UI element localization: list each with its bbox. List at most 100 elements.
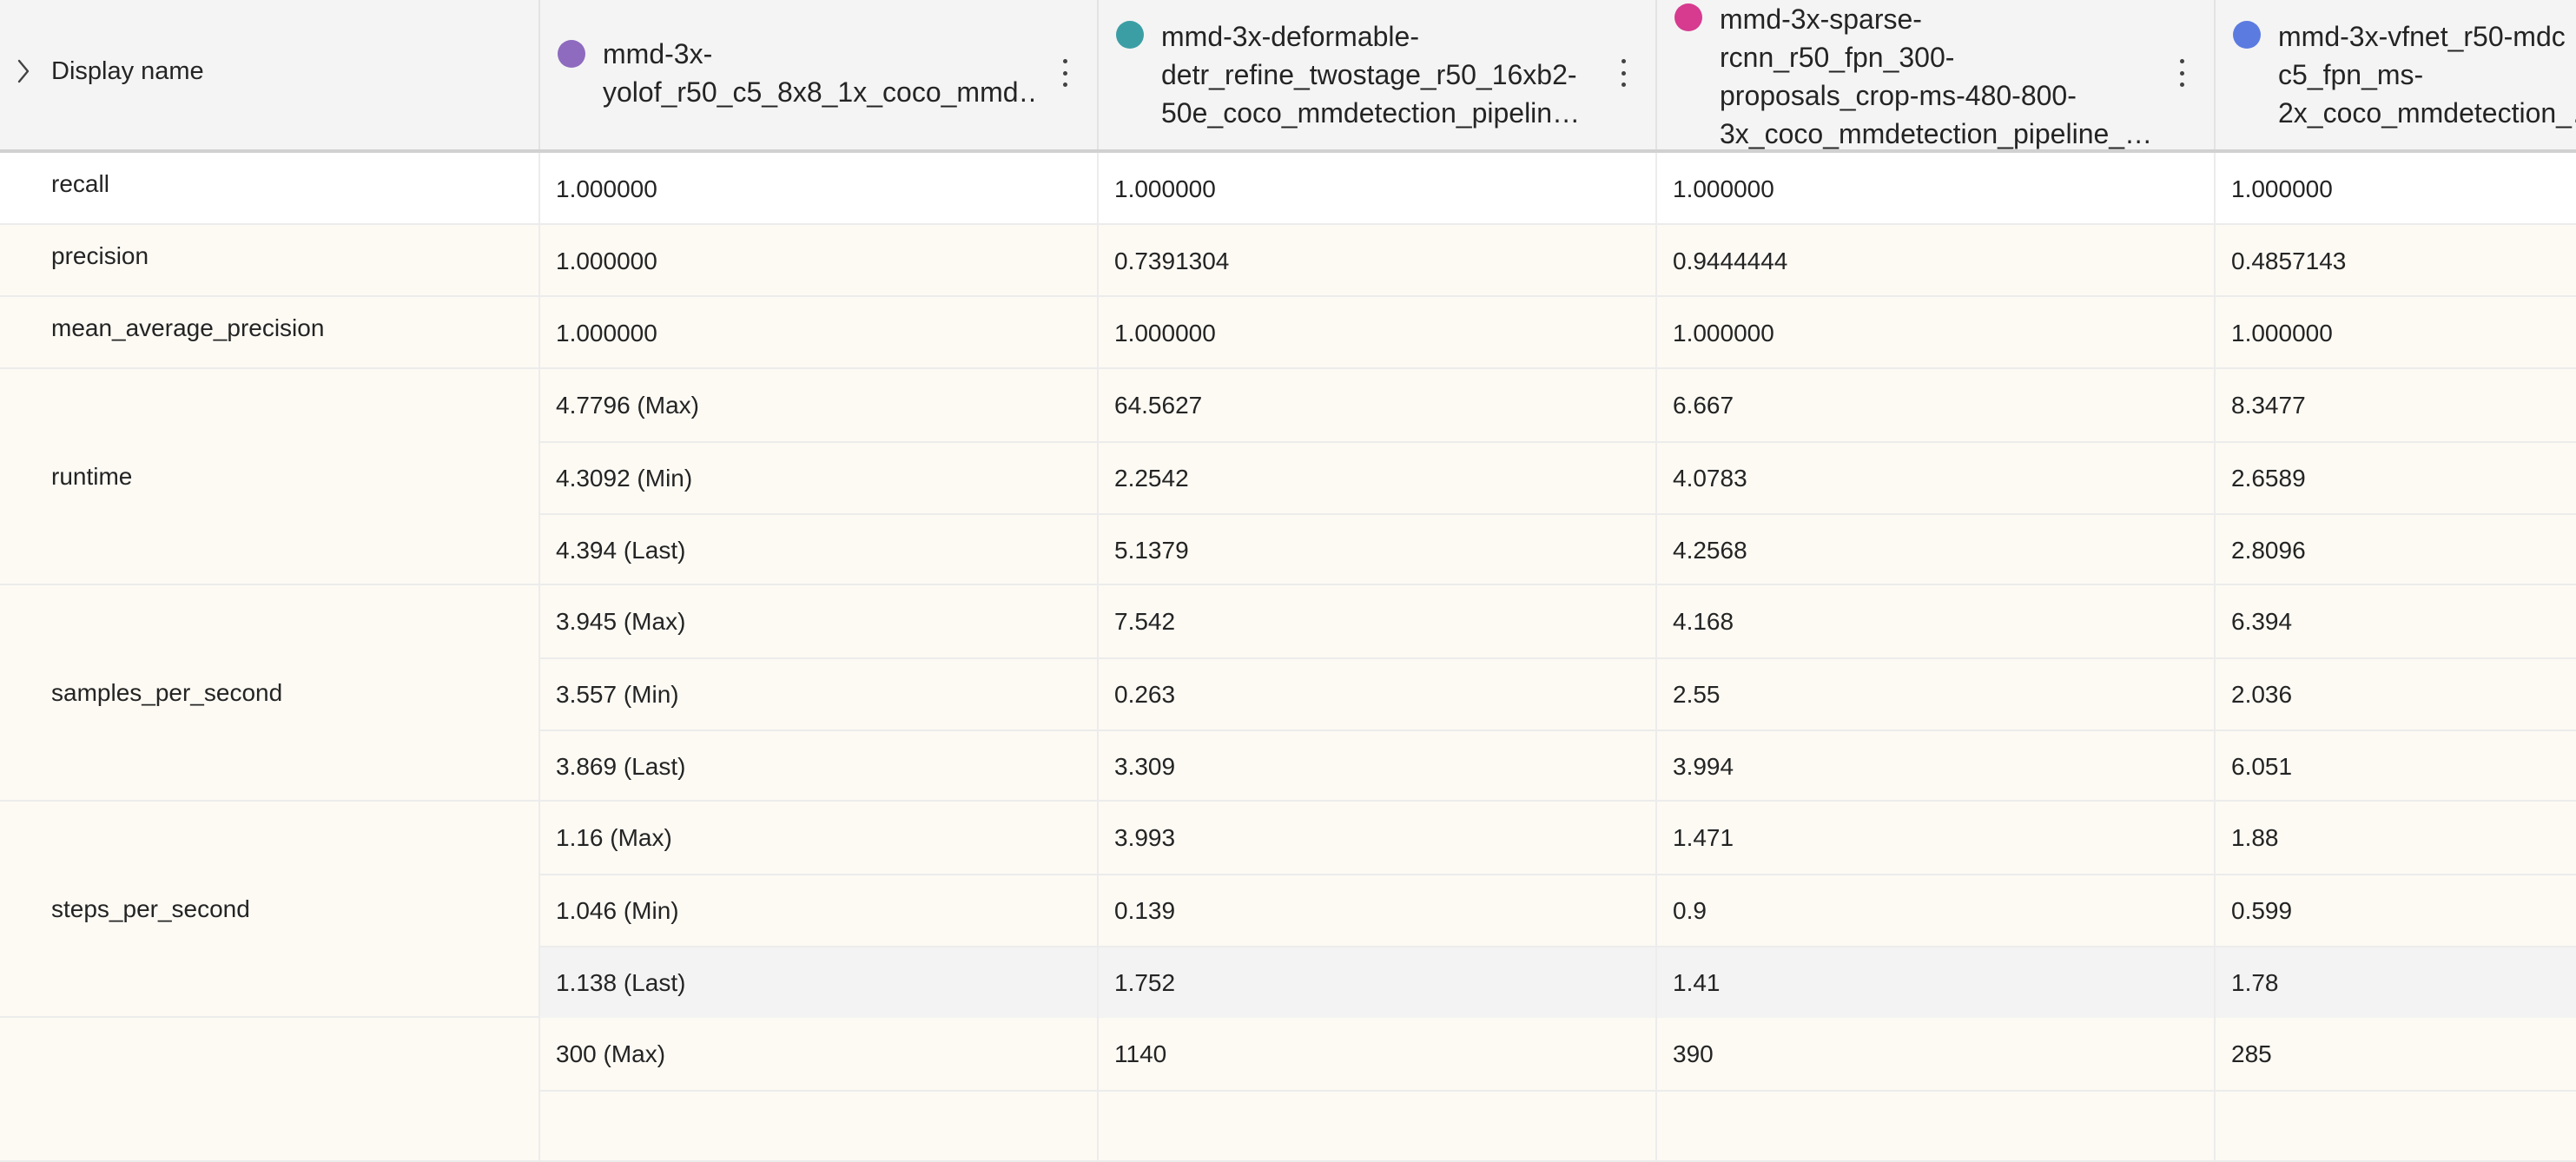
metric-value: 1.000000: [2214, 297, 2576, 369]
metric-value: 1.000000: [538, 297, 1097, 369]
run-color-dot: [1674, 3, 1702, 31]
metric-value: 1.000000: [1097, 297, 1655, 369]
metric-value: 4.0783: [1655, 443, 2214, 513]
column-header-sparse-rcnn[interactable]: mmd-3x-sparse- rcnn_r50_fpn_300- proposa…: [1655, 0, 2214, 149]
metric-value: 2.8096: [2214, 515, 2576, 585]
metric-value: 0.599: [2214, 875, 2576, 946]
metric-group: runtime 4.7796 (Max) 64.5627 6.667 8.3477 4.3…: [0, 369, 2576, 585]
column-header-yolof[interactable]: mmd-3x- yolof_r50_c5_8x8_1x_coco_mmd…: [538, 0, 1097, 149]
metric-value: 0.4857143: [2214, 225, 2576, 297]
metric-value: 5.1379: [1097, 515, 1655, 585]
metric-name: mean_average_precision: [51, 314, 325, 341]
table-row[interactable]: 3.557 (Min) 0.263 2.55 2.036: [538, 657, 2576, 730]
metric-value: 4.7796 (Max): [538, 369, 1097, 441]
metric-value: 1.138 (Last): [538, 947, 1097, 1018]
metric-value: 4.3092 (Min): [538, 443, 1097, 513]
metric-value: 285: [2214, 1018, 2576, 1090]
metric-value: 0.9444444: [1655, 225, 2214, 297]
metric-value: [538, 1092, 1097, 1162]
table-row[interactable]: 3.869 (Last) 3.309 3.994 6.051: [538, 730, 2576, 802]
table-row[interactable]: 1.046 (Min) 0.139 0.9 0.599: [538, 874, 2576, 946]
table-row[interactable]: 1.138 (Last) 1.752 1.41 1.78: [538, 946, 2576, 1018]
more-options-icon[interactable]: [1057, 59, 1073, 87]
metric-value: 300 (Max): [538, 1018, 1097, 1090]
table-row[interactable]: 4.7796 (Max) 64.5627 6.667 8.3477: [538, 369, 2576, 441]
metric-value: 4.168: [1655, 585, 2214, 657]
metric-value: 1.16 (Max): [538, 802, 1097, 874]
metric-name: [0, 1018, 538, 1160]
metric-value: 0.139: [1097, 875, 1655, 946]
column-header-deformable-detr[interactable]: mmd-3x-deformable- detr_refine_twostage_…: [1097, 0, 1655, 149]
chevron-right-icon[interactable]: [12, 56, 35, 87]
metric-value: 1.046 (Min): [538, 875, 1097, 946]
column-header-vfnet[interactable]: mmd-3x-vfnet_r50-mdc c5_fpn_ms- 2x_coco_…: [2214, 0, 2576, 149]
metric-value: [2214, 1092, 2576, 1162]
metric-name: steps_per_second: [51, 895, 250, 922]
table-row[interactable]: 1.000000 1.000000 1.000000 1.000000: [538, 153, 2576, 225]
metric-value: 1.88: [2214, 802, 2576, 874]
metric-value: 6.051: [2214, 731, 2576, 802]
metric-value: 6.667: [1655, 369, 2214, 441]
metric-value: 8.3477: [2214, 369, 2576, 441]
metric-value: 64.5627: [1097, 369, 1655, 441]
metric-value: [1655, 1092, 2214, 1162]
display-name-header: Display name: [0, 0, 538, 149]
table-row[interactable]: 300 (Max) 1140 390 285: [538, 1018, 2576, 1090]
table-row[interactable]: 1.000000 0.7391304 0.9444444 0.4857143: [538, 225, 2576, 297]
metric-value: 1140: [1097, 1018, 1655, 1090]
metric-value: 4.2568: [1655, 515, 2214, 585]
metric-value: [1097, 1092, 1655, 1162]
display-name-label: Display name: [51, 57, 204, 85]
metric-name: runtime: [51, 462, 133, 490]
run-color-dot: [558, 40, 585, 68]
table-row[interactable]: 4.394 (Last) 5.1379 4.2568 2.8096: [538, 513, 2576, 585]
metric-value: 1.000000: [1655, 297, 2214, 369]
metric-name: precision: [51, 242, 149, 269]
metric-value: 1.000000: [538, 225, 1097, 297]
table-row[interactable]: 4.3092 (Min) 2.2542 4.0783 2.6589: [538, 441, 2576, 513]
metric-value: 0.7391304: [1097, 225, 1655, 297]
metric-group: mean_average_precision 1.000000 1.000000 1.…: [0, 297, 2576, 369]
metric-value: 1.41: [1655, 947, 2214, 1018]
run-color-dot: [1116, 21, 1144, 49]
metric-value: 390: [1655, 1018, 2214, 1090]
metric-group: recall 1.000000 1.000000 1.000000 1.000000: [0, 153, 2576, 225]
metric-group: samples_per_second 3.945 (Max) 7.542 4.168 6…: [0, 585, 2576, 802]
metric-group: steps_per_second 1.16 (Max) 3.993 1.471 1.88…: [0, 802, 2576, 1018]
metric-value: 2.6589: [2214, 443, 2576, 513]
metric-value: 3.309: [1097, 731, 1655, 802]
more-options-icon[interactable]: [1615, 59, 1631, 87]
metric-value: 1.752: [1097, 947, 1655, 1018]
metric-group: precision 1.000000 0.7391304 0.9444444 0.485…: [0, 225, 2576, 297]
metric-value: 3.993: [1097, 802, 1655, 874]
column-title: mmd-3x-sparse- rcnn_r50_fpn_300- proposa…: [1720, 3, 2153, 149]
table-row[interactable]: [538, 1090, 2576, 1162]
metric-value: 1.471: [1655, 802, 2214, 874]
table-row[interactable]: 1.000000 1.000000 1.000000 1.000000: [538, 297, 2576, 369]
metric-value: 0.263: [1097, 659, 1655, 730]
table-row[interactable]: 3.945 (Max) 7.542 4.168 6.394: [538, 585, 2576, 657]
column-title: mmd-3x-vfnet_r50-mdc c5_fpn_ms- 2x_coco_…: [2278, 21, 2576, 129]
metric-value: 1.78: [2214, 947, 2576, 1018]
metric-name: recall: [51, 170, 109, 197]
metrics-table-body: recall 1.000000 1.000000 1.000000 1.000000 pr…: [0, 153, 2576, 1162]
metric-name: samples_per_second: [51, 678, 283, 706]
metric-value: 1.000000: [1097, 153, 1655, 225]
run-color-dot: [2233, 21, 2261, 49]
metric-value: 0.9: [1655, 875, 2214, 946]
metric-value: 2.2542: [1097, 443, 1655, 513]
metric-value: 2.036: [2214, 659, 2576, 730]
metric-value: 6.394: [2214, 585, 2576, 657]
column-title: mmd-3x-deformable- detr_refine_twostage_…: [1161, 21, 1581, 129]
metric-value: 3.869 (Last): [538, 731, 1097, 802]
column-title: mmd-3x- yolof_r50_c5_8x8_1x_coco_mmd…: [603, 38, 1037, 108]
metric-value: 1.000000: [538, 153, 1097, 225]
metric-value: 3.994: [1655, 731, 2214, 802]
metric-group: 300 (Max) 1140 390 285: [0, 1018, 2576, 1162]
metric-value: 4.394 (Last): [538, 515, 1097, 585]
metric-value: 7.542: [1097, 585, 1655, 657]
more-options-icon[interactable]: [2174, 59, 2190, 87]
metric-value: 2.55: [1655, 659, 2214, 730]
metric-value: 3.557 (Min): [538, 659, 1097, 730]
table-row[interactable]: 1.16 (Max) 3.993 1.471 1.88: [538, 802, 2576, 874]
